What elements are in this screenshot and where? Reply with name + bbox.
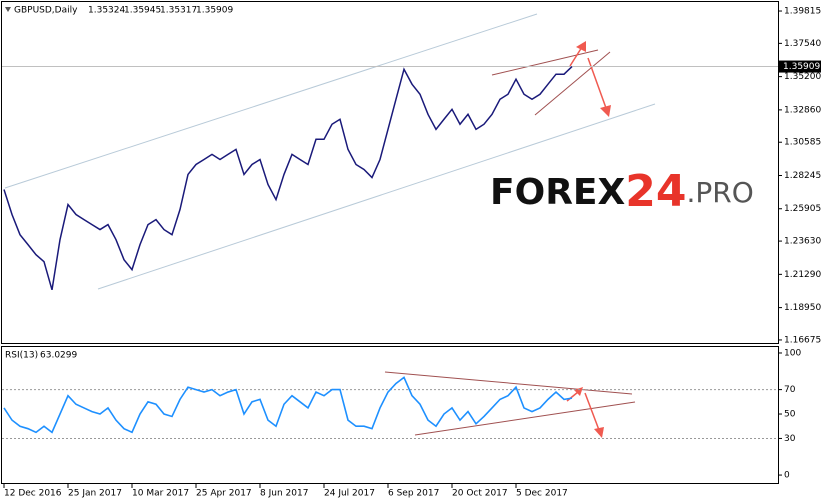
symbol-icon	[5, 7, 11, 12]
y-tick-label: 1.23630	[784, 237, 821, 247]
low: 1.35317	[160, 6, 197, 16]
y-tick-label: 1.28245	[784, 171, 821, 181]
x-tick-label: 24 Jul 2017	[324, 489, 375, 499]
arrow-down	[584, 392, 600, 431]
channel-upper	[4, 13, 538, 189]
y-tick-label: 1.39815	[784, 7, 821, 17]
y-tick-label: 50	[784, 410, 796, 420]
x-tick-label: 25 Apr 2017	[196, 489, 252, 499]
y-tick-label: 1.32860	[784, 105, 821, 115]
close: 1.35909	[196, 6, 233, 16]
series-line	[3, 66, 573, 291]
x-tick-label: 12 Dec 2016	[4, 489, 62, 499]
symbol: GBPUSD,Daily	[14, 6, 78, 16]
series-line	[3, 376, 573, 434]
wedge-lower	[534, 51, 611, 116]
price-tag: 1.35909	[783, 62, 820, 72]
x-tick-label: 8 Jun 2017	[260, 489, 308, 499]
open: 1.35324	[88, 6, 125, 16]
x-tick-label: 10 Mar 2017	[132, 489, 189, 499]
logo-part: 24	[625, 166, 686, 217]
x-tick-label: 6 Sep 2017	[388, 489, 439, 499]
indicator-name: RSI(13)	[5, 351, 38, 361]
indicator-value: 63.0299	[40, 351, 77, 361]
high: 1.35945	[124, 6, 161, 16]
x-tick-label: 5 Dec 2017	[516, 489, 568, 499]
y-tick-label: 1.16675	[784, 335, 821, 345]
y-tick-label: 30	[784, 434, 796, 444]
arrow-head	[576, 41, 586, 52]
rsi-trend-lower	[414, 401, 636, 436]
y-tick-label: 0	[784, 471, 790, 481]
arrow-up	[566, 391, 579, 402]
y-tick-label: 1.25905	[784, 204, 821, 214]
channel-lower	[97, 103, 656, 290]
logo-part: .PRO	[687, 176, 754, 209]
y-tick-label: 1.21290	[784, 270, 821, 280]
arrow-head	[594, 427, 604, 438]
logo: FOREX24.PRO	[490, 166, 754, 217]
y-tick-label: 100	[784, 348, 801, 358]
wedge-upper	[491, 49, 599, 76]
x-tick-label: 20 Oct 2017	[452, 489, 508, 499]
y-tick-label: 1.35200	[784, 72, 821, 82]
y-tick-label: 1.37540	[784, 39, 821, 49]
y-tick-label: 1.30585	[784, 138, 821, 148]
rsi-trend-upper	[384, 371, 633, 395]
y-tick-label: 70	[784, 385, 796, 395]
rsi-panel	[1, 346, 779, 484]
annotations	[4, 13, 656, 438]
logo-part: FOREX	[490, 172, 626, 213]
y-tick-label: 1.18950	[784, 303, 821, 313]
arrow-head	[600, 105, 611, 117]
arrow-head	[574, 387, 583, 396]
x-tick-label: 25 Jan 2017	[68, 489, 122, 499]
arrow-up	[569, 46, 583, 67]
price-panel	[1, 1, 779, 344]
price-tag-box	[779, 60, 821, 73]
